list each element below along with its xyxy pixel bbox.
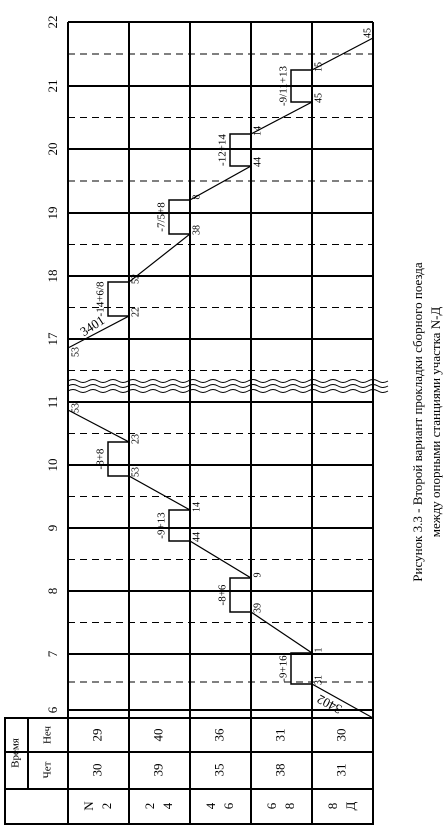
odd-header: Неч [42,725,54,744]
minute-label: 45 [313,93,324,103]
station-label: 6 [221,802,236,809]
station-label: 4 [160,802,175,809]
minute-label: 8 [191,195,202,200]
caption: между опорными станциями участка N-Д [428,307,443,538]
minute-label: 52 [130,274,141,284]
train-number: 3402 [314,692,344,717]
break-line [67,384,389,388]
minute-label: 31 [313,675,324,685]
odd-value: 40 [150,729,165,742]
stop-label: -9+13 [156,512,168,539]
train-line [67,37,374,349]
minute-label: 22 [130,307,141,317]
station-label: 8 [325,803,340,810]
stop-box [168,199,191,235]
station-label: 4 [203,802,218,809]
even-value: 38 [272,764,287,777]
minute-label: 38 [191,225,202,235]
minute-label: 1 [313,648,324,653]
minute-label: 14 [191,502,202,512]
minute-label: 53 [70,347,81,357]
even-header: Чет [42,761,54,778]
hour-label: 18 [45,270,60,283]
stop-label: -7/5+8 [156,202,168,232]
odd-value: 29 [89,729,104,742]
table-border [4,717,374,825]
break-line [67,379,389,383]
hour-label: 20 [45,143,60,156]
minute-label: 39 [252,603,263,613]
stop-label: -8+6 [217,584,229,605]
hour-label: 10 [45,459,60,472]
hour-label: 9 [45,525,60,532]
stop-box [290,652,313,685]
caption: Рисунок 3.3 - Второй вариант прокладки с… [410,262,425,582]
even-value: 39 [150,764,165,777]
odd-value: 31 [272,729,287,742]
stop-label: -14+6/8 [95,281,107,316]
even-value: 31 [333,764,348,777]
stop-box [168,509,191,542]
station-label: 2 [142,803,157,810]
hour-label: 8 [45,588,60,595]
hour-label: 17 [45,332,60,346]
time-header: Время [10,738,22,768]
station-label: 6 [264,802,279,809]
hour-label: 21 [45,80,60,93]
minute-label: 45 [362,28,373,38]
stop-label: -8+8 [95,448,107,469]
hour-label: 6 [45,706,60,713]
stop-box [229,577,252,613]
even-value: 35 [211,764,226,777]
minute-label: 53 [130,467,141,477]
hour-label: 7 [45,650,60,657]
minute-label: 44 [191,532,202,542]
minute-label: 44 [252,157,263,167]
station-label: Д [343,801,358,810]
station-label: 2 [99,803,114,810]
station-label: 8 [282,803,297,810]
hour-label: 22 [45,16,60,29]
minute-label: 53 [70,403,81,413]
odd-value: 36 [211,728,226,742]
station-label: N [81,801,96,811]
stop-box [107,441,130,477]
stop-box [107,281,130,317]
break-line [67,389,389,393]
minute-label: 9 [252,573,263,578]
hour-label: 11 [45,396,60,409]
minute-label: 23 [130,434,141,444]
even-value: 30 [89,764,104,777]
hour-label: 19 [45,207,60,220]
stop-label: -9+16 [278,655,290,682]
train-line [67,409,374,719]
odd-value: 30 [333,729,348,742]
